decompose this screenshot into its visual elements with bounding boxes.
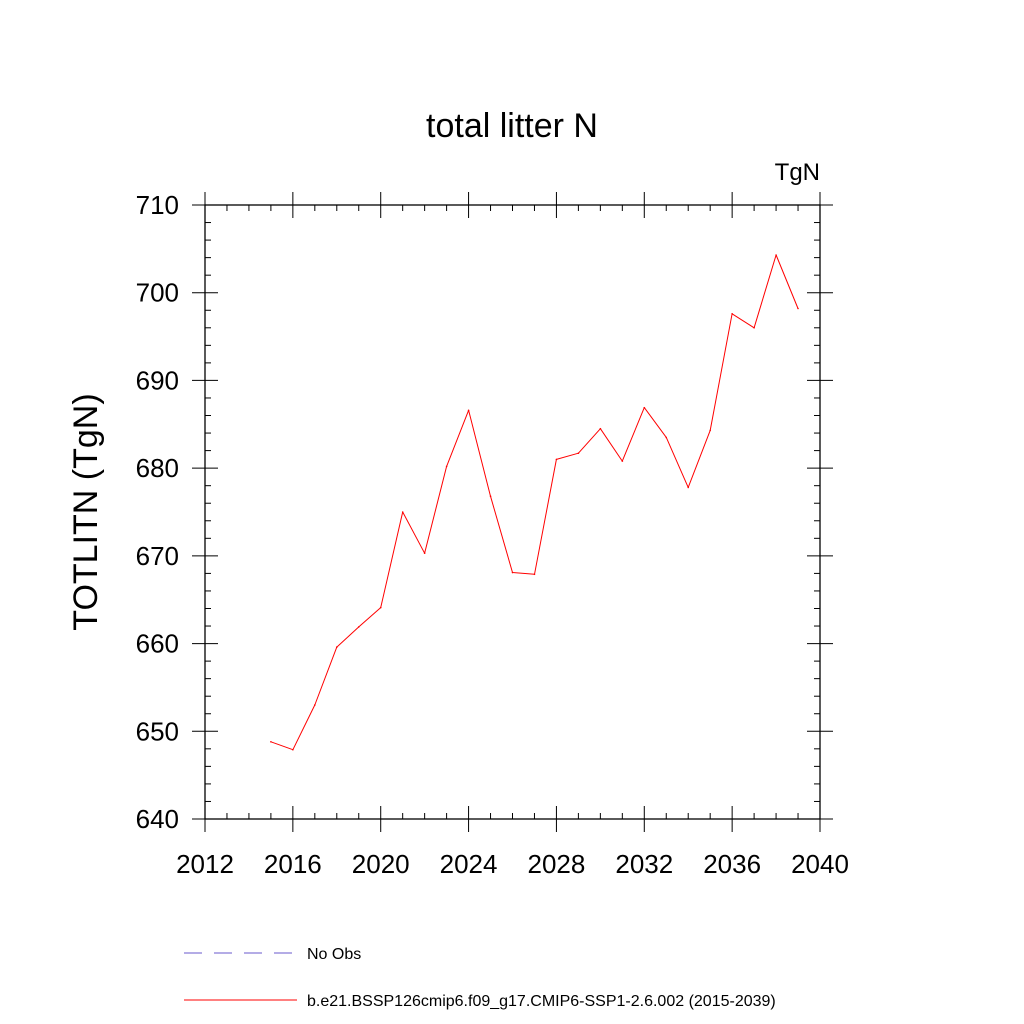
series-line [270, 254, 799, 751]
data-point [753, 327, 755, 329]
data-point [709, 429, 711, 432]
y-tick-label: 690 [136, 365, 179, 395]
x-tick-label: 2040 [791, 849, 849, 879]
y-tick-label: 650 [136, 716, 179, 746]
y-tick-label: 710 [136, 190, 179, 220]
series-layer [270, 254, 799, 751]
y-tick-label: 640 [136, 804, 179, 834]
data-point [357, 626, 360, 628]
units-label: TgN [775, 159, 820, 186]
data-point [335, 646, 338, 648]
data-point [687, 486, 690, 489]
data-point [467, 409, 470, 412]
data-point [797, 307, 799, 310]
data-point [314, 704, 316, 706]
tick-labels: 2012 2016 2020 2024 2028 2032 2036 2040 640 650 66… [136, 190, 849, 879]
data-point [621, 460, 624, 462]
x-tick-label: 2028 [528, 849, 586, 879]
y-tick-label: 670 [136, 541, 179, 571]
x-tick-label: 2020 [352, 849, 410, 879]
x-tick-label: 2032 [615, 849, 673, 879]
y-tick-label: 660 [136, 629, 179, 659]
data-point [665, 436, 668, 439]
y-tick-label: 680 [136, 453, 179, 483]
data-point [511, 571, 514, 574]
data-point [489, 495, 492, 498]
data-point [731, 312, 733, 315]
y-tick-label: 700 [136, 278, 179, 308]
data-point [423, 552, 426, 555]
data-point [533, 573, 536, 576]
data-point [599, 427, 602, 430]
data-point [292, 748, 294, 751]
data-point [555, 458, 558, 461]
axis-ticks [192, 192, 833, 832]
x-tick-label: 2036 [703, 849, 761, 879]
x-tick-label: 2012 [176, 849, 234, 879]
data-point [379, 606, 382, 609]
data-point [775, 254, 777, 256]
plot-frame [204, 204, 821, 820]
data-point [270, 741, 272, 743]
data-point [643, 406, 646, 409]
x-tick-label: 2024 [440, 849, 498, 879]
x-tick-label: 2016 [264, 849, 322, 879]
legend: No Obs b.e21.BSSP126cmip6.f09_g17.CMIP6-S… [184, 946, 776, 1010]
data-point [445, 465, 448, 468]
data-point [577, 452, 580, 455]
legend-label: b.e21.BSSP126cmip6.f09_g17.CMIP6-SSP1-2.… [307, 993, 776, 1010]
chart-title: total litter N [426, 107, 598, 145]
legend-label: No Obs [307, 946, 361, 963]
y-axis-label: TOTLITN (TgN) [67, 393, 105, 630]
data-point [401, 511, 404, 513]
